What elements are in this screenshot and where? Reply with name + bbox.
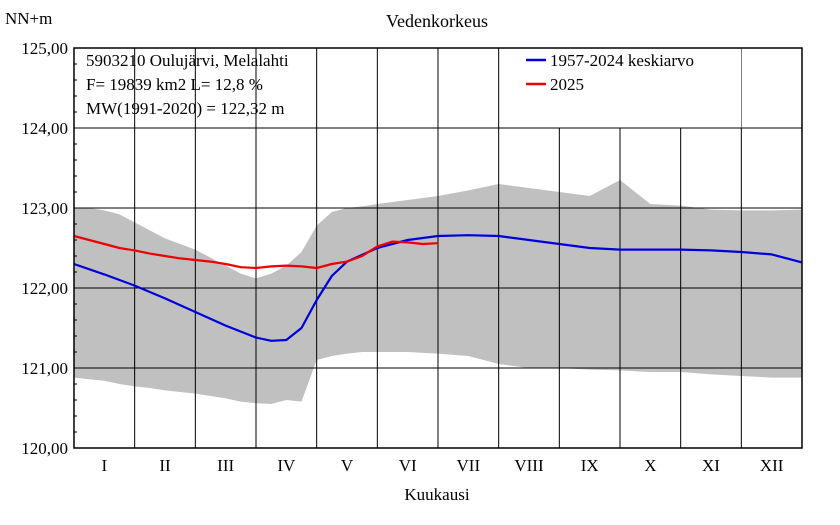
legend: 1957-2024 keskiarvo 2025 [526,51,694,94]
x-tick-label-I: I [101,456,107,475]
y-tick-label-2: 122,00 [21,279,68,298]
y-tick-label-0: 120,00 [21,439,68,458]
x-tick-label-XI: XI [702,456,720,475]
info-area: F= 19839 km2 L= 12,8 % [86,75,263,94]
station-info: 5903210 Oulujärvi, Melalahti F= 19839 km… [86,51,289,118]
x-tick-label-IV: IV [277,456,296,475]
x-tick-label-IX: IX [581,456,599,475]
x-tick-label-XII: XII [760,456,784,475]
y-tick-label-4: 124,00 [21,119,68,138]
legend-box [518,48,742,128]
chart-title: Vedenkorkeus [386,11,488,31]
legend-label-mean: 1957-2024 keskiarvo [550,51,694,70]
y-axis-unit-label: NN+m [5,9,52,28]
x-tick-label-II: II [159,456,171,475]
x-tick-label-V: V [341,456,354,475]
x-tick-label-VIII: VIII [514,456,544,475]
info-station: 5903210 Oulujärvi, Melalahti [86,51,289,70]
plot-frame [73,47,803,449]
legend-label-2025: 2025 [550,75,584,94]
y-tick-label-5: 125,00 [21,39,68,58]
y-tick-label-1: 121,00 [21,359,68,378]
x-tick-label-III: III [217,456,234,475]
x-tick-label-VII: VII [457,456,481,475]
series-line-2025 [73,234,439,270]
x-tick-label-VI: VI [399,456,417,475]
info-mean-level: MW(1991-2020) = 122,32 m [86,99,284,118]
series-line-mean [73,234,803,342]
x-axis-label: Kuukausi [404,485,469,504]
y-tick-label-3: 123,00 [21,199,68,218]
x-tick-label-X: X [644,456,656,475]
